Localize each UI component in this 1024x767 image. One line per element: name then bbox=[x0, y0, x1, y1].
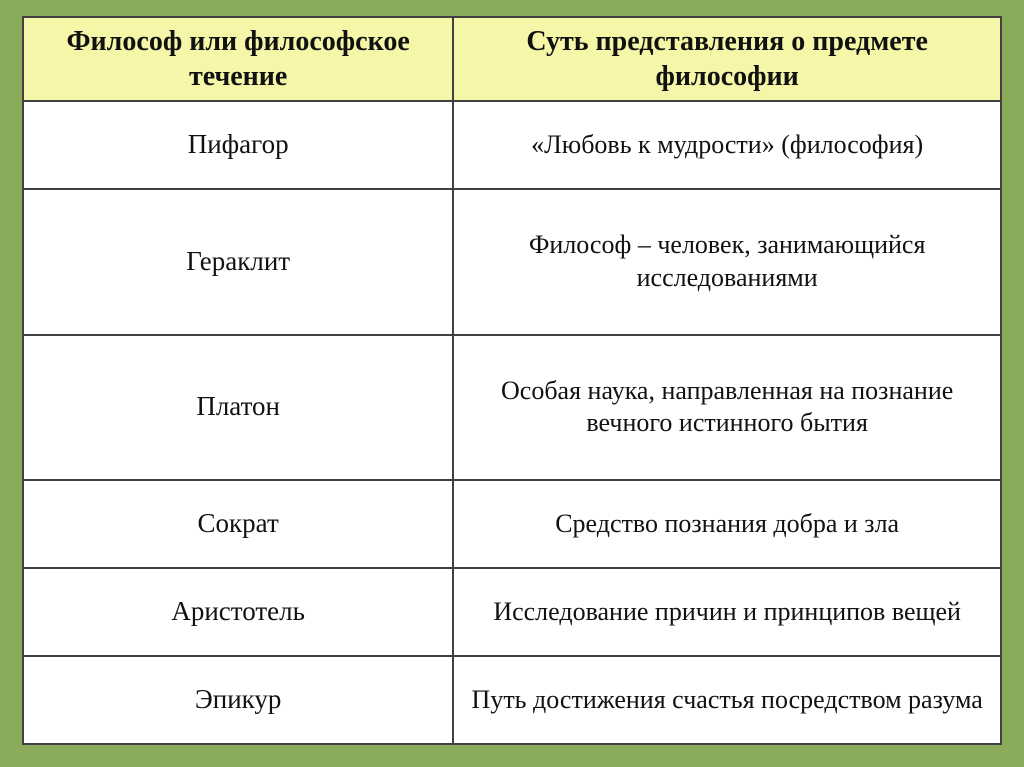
cell-philosopher: Сократ bbox=[23, 480, 453, 568]
cell-philosopher: Гераклит bbox=[23, 189, 453, 335]
table-header-row: Философ или философское течение Суть пре… bbox=[23, 17, 1001, 101]
cell-philosopher: Аристотель bbox=[23, 568, 453, 656]
philosophy-table: Философ или философское течение Суть пре… bbox=[22, 16, 1002, 745]
table-row: Пифагор «Любовь к мудрости» (философия) bbox=[23, 101, 1001, 189]
cell-essence: Особая наука, направленная на познание в… bbox=[453, 335, 1001, 481]
cell-essence: Средство познания добра и зла bbox=[453, 480, 1001, 568]
cell-essence: Философ – человек, занимающийся исследов… bbox=[453, 189, 1001, 335]
slide: Философ или философское течение Суть пре… bbox=[0, 0, 1024, 767]
table-row: Сократ Средство познания добра и зла bbox=[23, 480, 1001, 568]
cell-philosopher: Эпикур bbox=[23, 656, 453, 744]
col-header-philosopher: Философ или философское течение bbox=[23, 17, 453, 101]
cell-philosopher: Пифагор bbox=[23, 101, 453, 189]
table-row: Эпикур Путь достижения счастья посредств… bbox=[23, 656, 1001, 744]
cell-philosopher: Платон bbox=[23, 335, 453, 481]
table-row: Гераклит Философ – человек, занимающийся… bbox=[23, 189, 1001, 335]
col-header-essence: Суть представления о предмете философии bbox=[453, 17, 1001, 101]
table-row: Платон Особая наука, направленная на поз… bbox=[23, 335, 1001, 481]
cell-essence: Исследование причин и принципов вещей bbox=[453, 568, 1001, 656]
cell-essence: Путь достижения счастья посредством разу… bbox=[453, 656, 1001, 744]
cell-essence: «Любовь к мудрости» (философия) bbox=[453, 101, 1001, 189]
table-row: Аристотель Исследование причин и принцип… bbox=[23, 568, 1001, 656]
